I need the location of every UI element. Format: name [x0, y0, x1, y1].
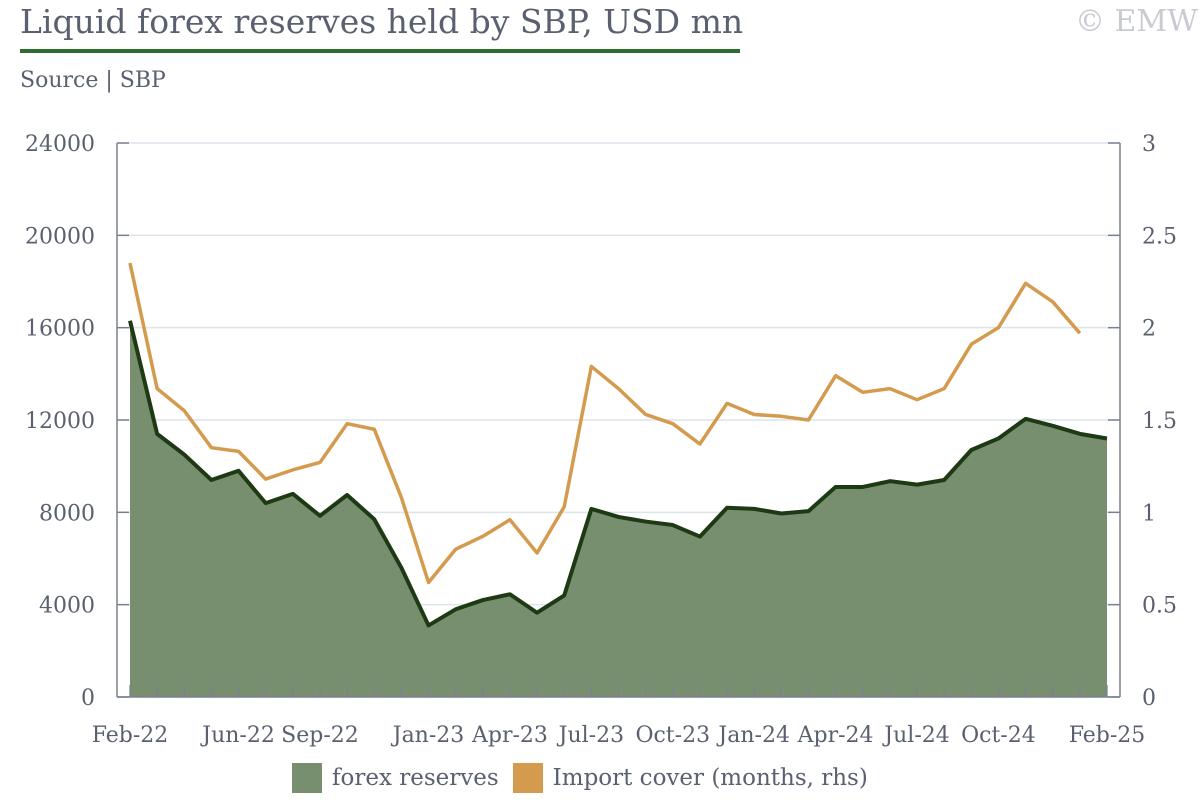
- right-tick-label: 2.5: [1142, 224, 1177, 249]
- left-tick-label: 24000: [25, 132, 95, 157]
- right-tick-label: 3: [1142, 132, 1156, 157]
- chart-title: Liquid forex reserves held by SBP, USD m…: [20, 2, 744, 41]
- right-tick-label: 2: [1142, 317, 1156, 342]
- legend-item-import-cover: Import cover (months, rhs): [512, 763, 868, 793]
- right-tick-label: 0.5: [1142, 594, 1177, 619]
- right-tick-label: 1: [1142, 501, 1156, 526]
- right-tick-label: 1.5: [1142, 409, 1177, 434]
- series-area-forex-reserves: [130, 320, 1107, 697]
- x-tick-label: Apr-24: [797, 723, 874, 748]
- x-tick-label: Sep-22: [281, 723, 359, 748]
- x-tick-label: Jul-23: [557, 723, 624, 748]
- left-tick-label: 12000: [25, 409, 95, 434]
- left-tick-label: 16000: [25, 317, 95, 342]
- right-tick-label: 0: [1142, 686, 1156, 711]
- x-tick-label: Apr-23: [471, 723, 548, 748]
- x-tick-label: Jan-23: [391, 723, 465, 748]
- legend-swatch-import-cover: [512, 763, 543, 793]
- title-underline: [20, 49, 740, 53]
- x-tick-label: Jun-22: [200, 723, 275, 748]
- x-tick-label: Feb-22: [92, 723, 169, 748]
- legend: forex reserves Import cover (months, rhs…: [292, 763, 882, 793]
- left-tick-label: 4000: [39, 594, 95, 619]
- series-line-forex-reserves: [128, 320, 1108, 628]
- x-tick-label: Oct-23: [635, 723, 710, 748]
- source-note: Source | SBP: [20, 68, 166, 93]
- copyright-mark: © EMW: [1075, 4, 1198, 39]
- legend-item-forex-reserves: forex reserves: [292, 763, 499, 793]
- left-tick-label: 0: [81, 686, 95, 711]
- x-tick-label: Oct-24: [961, 723, 1036, 748]
- left-tick-label: 8000: [39, 501, 95, 526]
- series-line-import-cover: [128, 262, 1082, 585]
- legend-label-forex-reserves: forex reserves: [332, 765, 499, 791]
- x-tick-label: Feb-25: [1069, 723, 1146, 748]
- left-tick-label: 20000: [25, 224, 95, 249]
- x-tick-label: Jan-24: [716, 723, 790, 748]
- legend-swatch-forex-reserves: [292, 763, 322, 793]
- legend-label-import-cover: Import cover (months, rhs): [552, 765, 868, 791]
- x-tick-label: Jul-24: [882, 723, 949, 748]
